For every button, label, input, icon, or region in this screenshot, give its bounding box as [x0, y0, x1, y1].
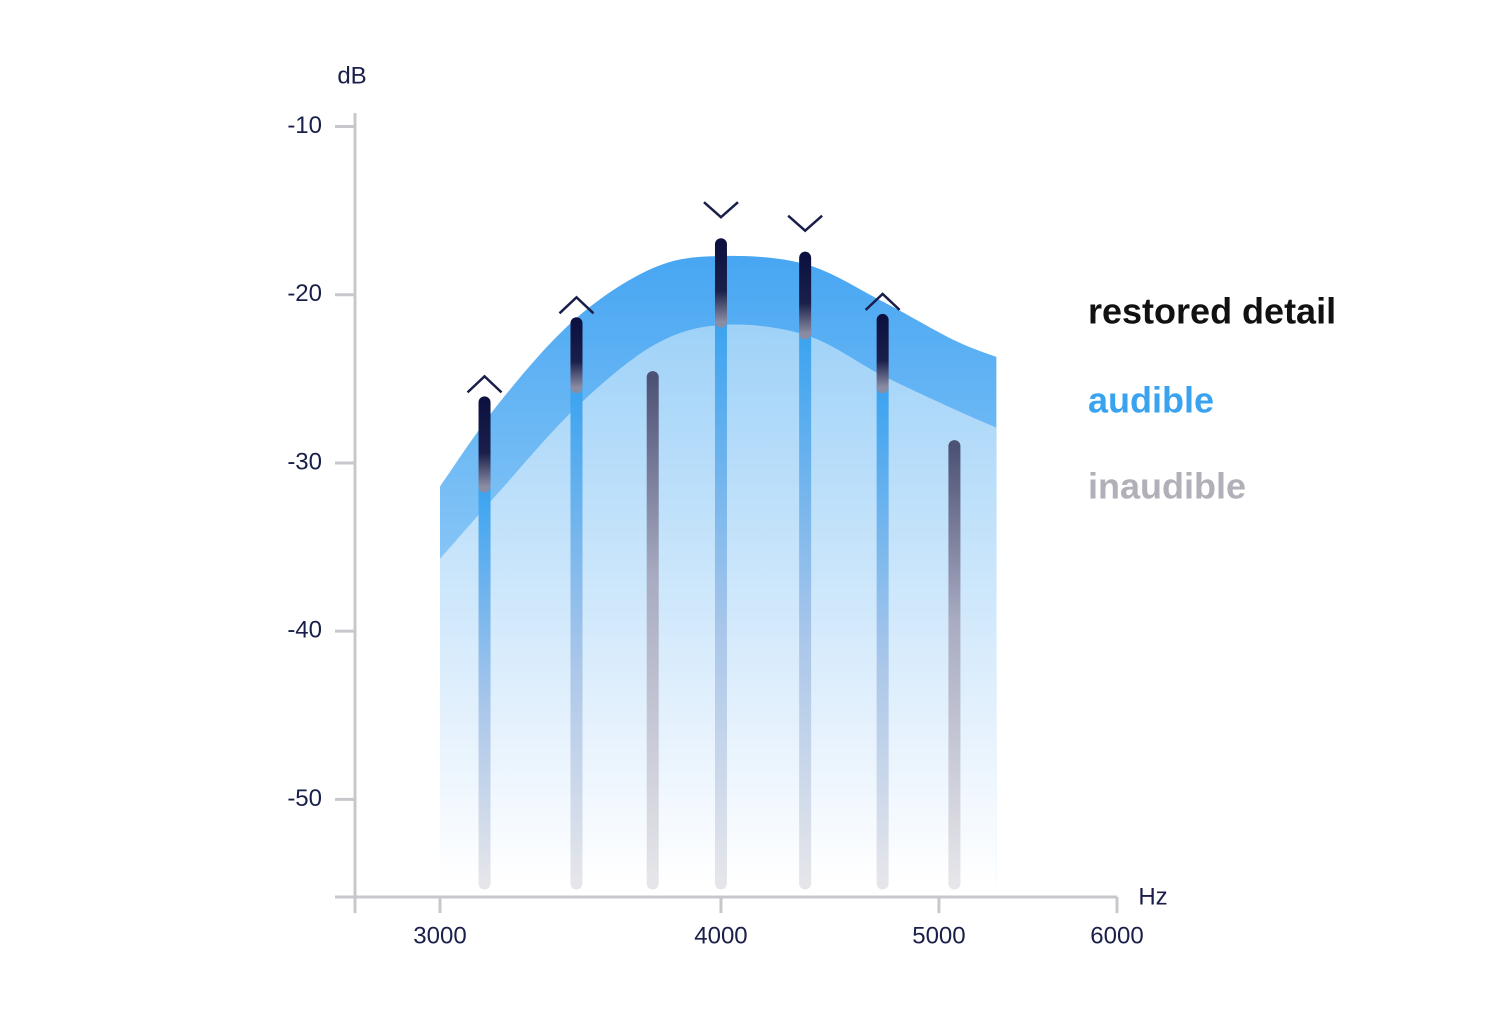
y-axis-label: dB	[337, 62, 366, 89]
x-tick-label: 3000	[413, 922, 466, 949]
legend-label: inaudible	[1088, 466, 1246, 507]
y-tick-label: -20	[287, 280, 322, 307]
cut-caret	[787, 214, 823, 233]
x-tick-label: 6000	[1090, 922, 1143, 949]
boost-caret	[558, 295, 595, 315]
x-axis-label: Hz	[1138, 883, 1167, 910]
x-tick-label: 4000	[694, 922, 747, 949]
y-tick-label: -50	[287, 785, 322, 812]
y-tick-label: -30	[287, 448, 322, 475]
legend-label: audible	[1088, 380, 1214, 421]
y-tick-label: -10	[287, 112, 322, 139]
cut-caret	[703, 201, 739, 219]
x-tick-label: 5000	[912, 922, 965, 949]
legend-label: restored detail	[1088, 291, 1336, 332]
y-tick-label: -40	[287, 617, 322, 644]
boost-caret	[466, 374, 503, 394]
boost-caret	[864, 292, 901, 311]
